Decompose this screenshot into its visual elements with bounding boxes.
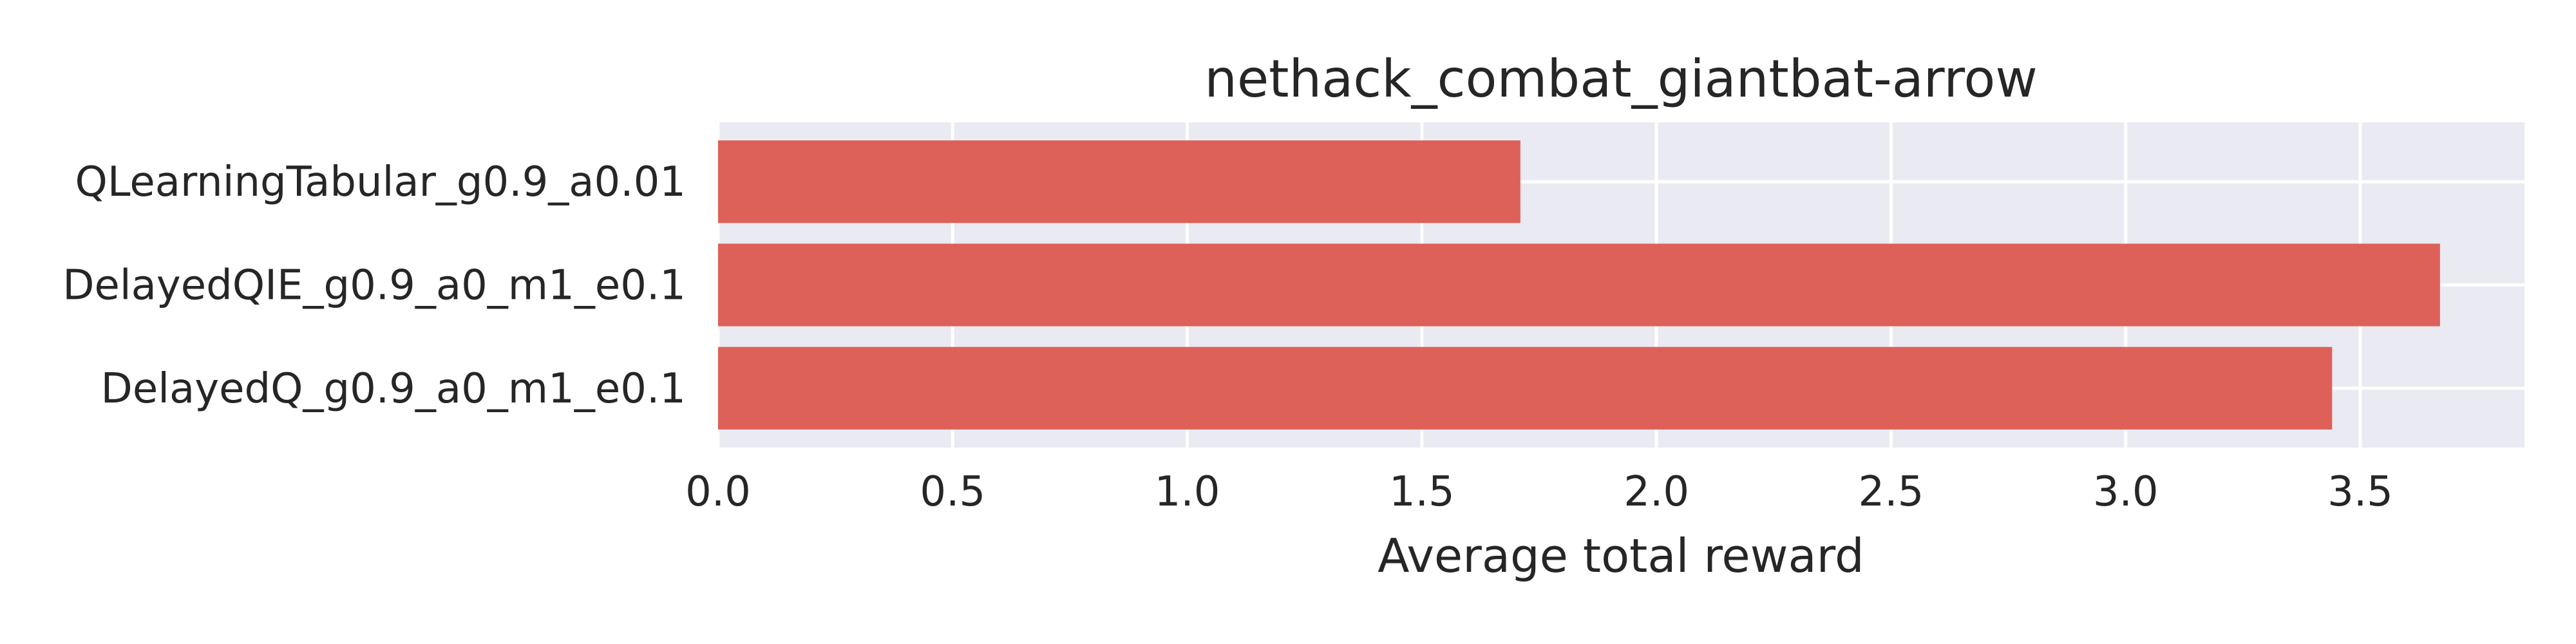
x-tick-label: 2.0 [1624,468,1689,516]
bar [718,140,1520,223]
x-tick-label: 1.0 [1155,468,1220,516]
bar [718,346,2333,430]
y-tick-labels: QLearningTabular_g0.9_a0.01 DelayedQIE_g0… [62,158,686,413]
x-tick-label: 3.5 [2327,468,2393,516]
x-tick-label: 0.0 [685,468,751,516]
x-tick-label: 2.5 [1859,468,1924,516]
y-tick-label: QLearningTabular_g0.9_a0.01 [75,158,686,206]
x-tick-label: 0.5 [920,468,985,516]
y-tick-label: DelayedQ_g0.9_a0_m1_e0.1 [101,365,686,413]
bars [718,140,2440,430]
bar [718,243,2440,327]
chart-title: nethack_combat_giantbat-arrow [1204,49,2038,109]
x-axis-label: Average total reward [1378,529,1864,583]
x-tick-labels: 0.0 0.5 1.0 1.5 2.0 2.5 3.0 3.5 [685,468,2393,516]
y-tick-label: DelayedQIE_g0.9_a0_m1_e0.1 [62,262,686,310]
x-tick-label: 3.0 [2093,468,2159,516]
x-tick-label: 1.5 [1389,468,1455,516]
